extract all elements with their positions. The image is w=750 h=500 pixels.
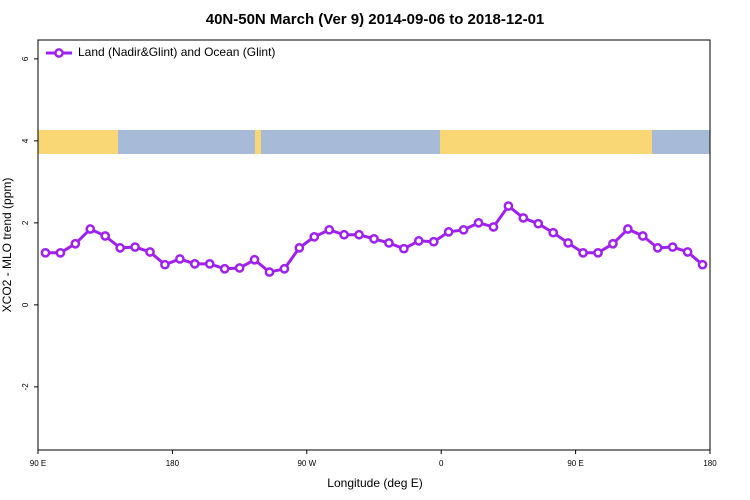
point [682,247,693,257]
point [503,201,514,211]
point [399,243,409,254]
point [593,247,603,258]
point [115,243,125,253]
point [473,218,484,228]
point [339,229,349,240]
y-tick-label: 6 [21,56,30,61]
point [70,238,81,249]
x-axis-label: Longitude (deg E) [327,476,422,490]
legend-marker [54,48,64,58]
point [413,236,424,246]
point [578,247,588,258]
x-tick-label: 180 [703,459,717,468]
chart-title: 40N-50N March (Ver 9) 2014-09-06 to 2018… [206,11,545,28]
point [234,263,245,273]
y-tick-label: 2 [21,220,30,225]
point [637,231,648,241]
point [652,243,663,253]
point [458,224,469,235]
x-tick-label: 90 W [297,459,316,468]
point [354,229,364,240]
land [440,130,652,154]
point [204,259,215,269]
point [264,267,275,277]
point [518,213,529,223]
point [130,242,140,252]
point [369,234,379,244]
point [279,263,290,274]
point [55,247,66,258]
point [533,218,544,229]
x-tick-label: 90 E [30,459,46,468]
point [563,238,573,248]
point [145,247,155,257]
land [38,130,118,154]
point [294,243,305,253]
point [623,224,633,234]
point [85,224,96,234]
point [443,227,454,237]
point [100,231,111,241]
point [697,259,708,270]
point [219,263,230,274]
point [189,259,200,269]
point [488,222,499,232]
point [175,254,185,264]
point [324,224,335,235]
land [255,130,261,154]
legend-label: Land (Nadir&Glint) and Ocean (Glint) [78,45,275,59]
y-axis-label: XCO2 - MLO trend (ppm) [0,178,14,313]
point [249,254,260,265]
plot-frame [37,39,711,451]
point [309,231,320,242]
point [548,227,559,238]
y-tick-label: 0 [21,302,30,307]
x-tick-label: 0 [439,459,444,468]
point [428,236,439,247]
x-tick-label: 90 E [567,459,583,468]
point [40,247,51,258]
point [160,259,170,270]
point [608,238,618,249]
point [667,242,678,252]
y-tick-label: 4 [21,138,30,143]
map-strip [38,130,710,154]
point [384,238,394,248]
y-tick-label: -2 [21,383,30,391]
x-tick-label: 180 [166,459,180,468]
